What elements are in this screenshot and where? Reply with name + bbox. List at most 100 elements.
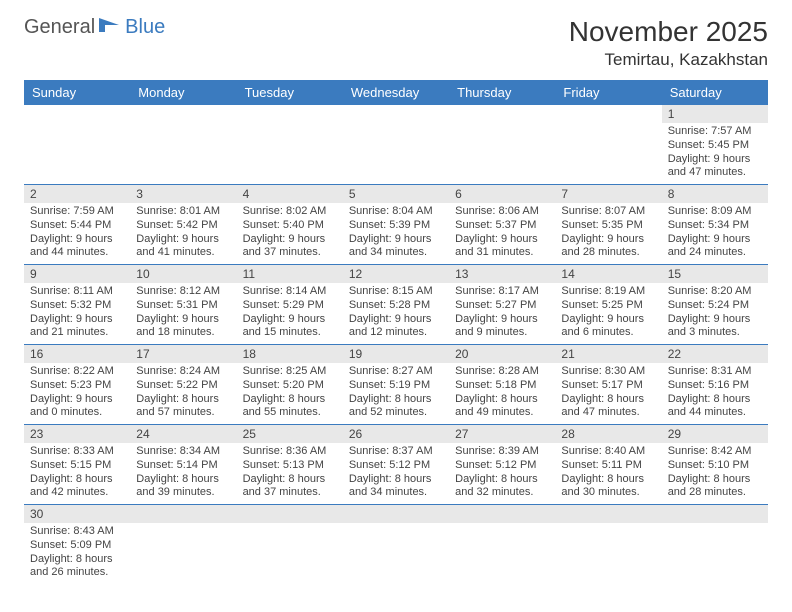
sunset-text: Sunset: 5:12 PM xyxy=(349,459,443,473)
day-cell: Sunrise: 8:43 AMSunset: 5:09 PMDaylight:… xyxy=(24,523,130,584)
day-cell: Sunrise: 8:30 AMSunset: 5:17 PMDaylight:… xyxy=(555,363,661,425)
day-cell: Sunrise: 8:07 AMSunset: 5:35 PMDaylight:… xyxy=(555,203,661,265)
header-right: November 2025 Temirtau, Kazakhstan xyxy=(569,16,768,70)
day-number: 24 xyxy=(130,425,236,444)
sunrise-text: Sunrise: 8:11 AM xyxy=(30,285,124,299)
daylight-text: Daylight: 9 hours and 3 minutes. xyxy=(668,313,762,341)
day-header-wednesday: Wednesday xyxy=(343,80,449,105)
day-cell: Sunrise: 7:57 AMSunset: 5:45 PMDaylight:… xyxy=(662,123,768,185)
sunset-text: Sunset: 5:20 PM xyxy=(243,379,337,393)
sunrise-text: Sunrise: 8:01 AM xyxy=(136,205,230,219)
sunset-text: Sunset: 5:40 PM xyxy=(243,219,337,233)
daylight-text: Daylight: 8 hours and 57 minutes. xyxy=(136,393,230,421)
day-number: 15 xyxy=(662,265,768,284)
daylight-text: Daylight: 9 hours and 0 minutes. xyxy=(30,393,124,421)
day-number: 3 xyxy=(130,185,236,204)
day-cell: Sunrise: 8:14 AMSunset: 5:29 PMDaylight:… xyxy=(237,283,343,345)
day-cell: Sunrise: 8:01 AMSunset: 5:42 PMDaylight:… xyxy=(130,203,236,265)
day-number: 1 xyxy=(662,105,768,123)
week-row: Sunrise: 8:22 AMSunset: 5:23 PMDaylight:… xyxy=(24,363,768,425)
daylight-text: Daylight: 8 hours and 34 minutes. xyxy=(349,473,443,501)
sunset-text: Sunset: 5:25 PM xyxy=(561,299,655,313)
day-cell xyxy=(449,123,555,185)
daylight-text: Daylight: 9 hours and 37 minutes. xyxy=(243,233,337,261)
sunrise-text: Sunrise: 8:34 AM xyxy=(136,445,230,459)
sunrise-text: Sunrise: 8:28 AM xyxy=(455,365,549,379)
day-cell: Sunrise: 8:04 AMSunset: 5:39 PMDaylight:… xyxy=(343,203,449,265)
sunrise-text: Sunrise: 8:39 AM xyxy=(455,445,549,459)
day-number xyxy=(555,105,661,123)
day-number: 21 xyxy=(555,345,661,364)
day-number: 9 xyxy=(24,265,130,284)
sunrise-text: Sunrise: 8:17 AM xyxy=(455,285,549,299)
logo-text-general: General xyxy=(24,16,95,39)
daylight-text: Daylight: 9 hours and 6 minutes. xyxy=(561,313,655,341)
sunrise-text: Sunrise: 8:33 AM xyxy=(30,445,124,459)
sunrise-text: Sunrise: 8:14 AM xyxy=(243,285,337,299)
page-title: November 2025 xyxy=(569,16,768,48)
daylight-text: Daylight: 9 hours and 28 minutes. xyxy=(561,233,655,261)
sunset-text: Sunset: 5:29 PM xyxy=(243,299,337,313)
day-cell: Sunrise: 8:17 AMSunset: 5:27 PMDaylight:… xyxy=(449,283,555,345)
daylight-text: Daylight: 9 hours and 15 minutes. xyxy=(243,313,337,341)
sunset-text: Sunset: 5:34 PM xyxy=(668,219,762,233)
sunset-text: Sunset: 5:45 PM xyxy=(668,139,762,153)
daylight-text: Daylight: 8 hours and 42 minutes. xyxy=(30,473,124,501)
sunset-text: Sunset: 5:09 PM xyxy=(30,539,124,553)
day-number xyxy=(237,105,343,123)
daylight-text: Daylight: 8 hours and 55 minutes. xyxy=(243,393,337,421)
sunrise-text: Sunrise: 8:40 AM xyxy=(561,445,655,459)
day-number: 6 xyxy=(449,185,555,204)
day-header-saturday: Saturday xyxy=(662,80,768,105)
day-number: 18 xyxy=(237,345,343,364)
day-number xyxy=(449,505,555,524)
day-number: 16 xyxy=(24,345,130,364)
day-number xyxy=(662,505,768,524)
day-cell xyxy=(343,123,449,185)
sunrise-text: Sunrise: 8:24 AM xyxy=(136,365,230,379)
day-cell: Sunrise: 8:12 AMSunset: 5:31 PMDaylight:… xyxy=(130,283,236,345)
daynum-row: 2345678 xyxy=(24,185,768,204)
sunset-text: Sunset: 5:32 PM xyxy=(30,299,124,313)
day-number xyxy=(237,505,343,524)
daylight-text: Daylight: 8 hours and 32 minutes. xyxy=(455,473,549,501)
sunset-text: Sunset: 5:22 PM xyxy=(136,379,230,393)
day-cell: Sunrise: 8:36 AMSunset: 5:13 PMDaylight:… xyxy=(237,443,343,505)
daylight-text: Daylight: 9 hours and 34 minutes. xyxy=(349,233,443,261)
week-row: Sunrise: 7:59 AMSunset: 5:44 PMDaylight:… xyxy=(24,203,768,265)
week-row: Sunrise: 8:11 AMSunset: 5:32 PM Daylight:… xyxy=(24,283,768,345)
daylight-text: Daylight: 9 hours and 18 minutes. xyxy=(136,313,230,341)
day-cell: Sunrise: 8:37 AMSunset: 5:12 PMDaylight:… xyxy=(343,443,449,505)
daylight-text: Daylight: 8 hours and 30 minutes. xyxy=(561,473,655,501)
sunset-text: Sunset: 5:17 PM xyxy=(561,379,655,393)
day-number: 5 xyxy=(343,185,449,204)
day-cell: Sunrise: 8:20 AMSunset: 5:24 PMDaylight:… xyxy=(662,283,768,345)
day-cell: Sunrise: 8:15 AMSunset: 5:28 PMDaylight:… xyxy=(343,283,449,345)
day-number: 7 xyxy=(555,185,661,204)
sunrise-text: Sunrise: 8:43 AM xyxy=(30,525,124,539)
day-number xyxy=(343,505,449,524)
day-cell: Sunrise: 8:28 AMSunset: 5:18 PMDaylight:… xyxy=(449,363,555,425)
calendar: Sunday Monday Tuesday Wednesday Thursday… xyxy=(24,80,768,584)
sunset-text: Sunset: 5:42 PM xyxy=(136,219,230,233)
daylight-text: Daylight: 9 hours and 24 minutes. xyxy=(668,233,762,261)
day-header-monday: Monday xyxy=(130,80,236,105)
sunset-text: Sunset: 5:13 PM xyxy=(243,459,337,473)
sunset-text: Sunset: 5:11 PM xyxy=(561,459,655,473)
daynum-row: 23242526272829 xyxy=(24,425,768,444)
daylight-text: Daylight: 9 hours and 41 minutes. xyxy=(136,233,230,261)
day-number: 12 xyxy=(343,265,449,284)
header: General Blue November 2025 Temirtau, Kaz… xyxy=(24,16,768,70)
sunset-text: Sunset: 5:39 PM xyxy=(349,219,443,233)
day-number: 17 xyxy=(130,345,236,364)
day-cell: Sunrise: 8:06 AMSunset: 5:37 PMDaylight:… xyxy=(449,203,555,265)
sunrise-text: Sunrise: 8:42 AM xyxy=(668,445,762,459)
sunset-text: Sunset: 5:19 PM xyxy=(349,379,443,393)
day-number: 2 xyxy=(24,185,130,204)
day-cell: Sunrise: 8:33 AMSunset: 5:15 PMDaylight:… xyxy=(24,443,130,505)
logo-text-blue: Blue xyxy=(125,16,165,39)
day-header-row: Sunday Monday Tuesday Wednesday Thursday… xyxy=(24,80,768,105)
daynum-row: 30 xyxy=(24,505,768,524)
day-cell: Sunrise: 8:02 AMSunset: 5:40 PMDaylight:… xyxy=(237,203,343,265)
day-cell xyxy=(24,123,130,185)
